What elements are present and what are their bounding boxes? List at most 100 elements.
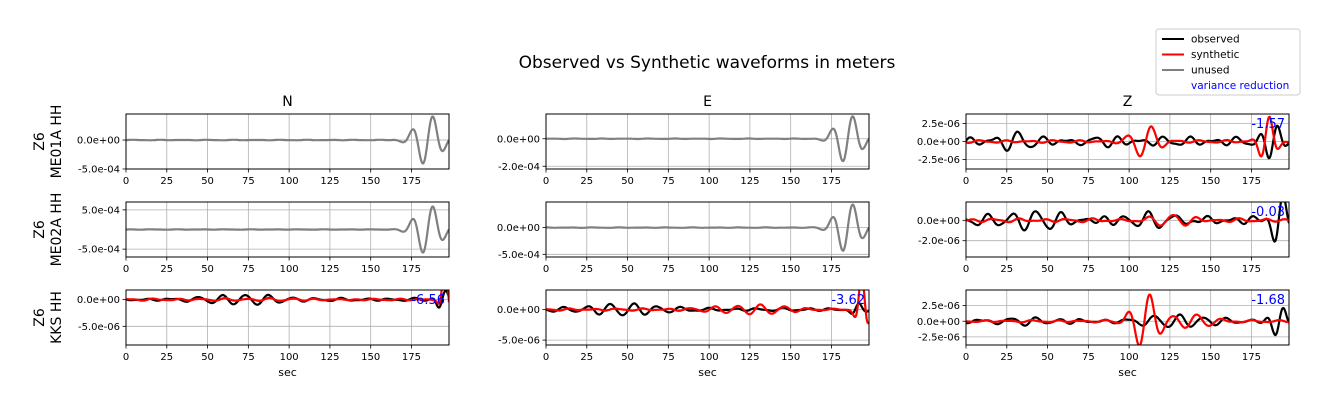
- panel-background: [546, 290, 869, 345]
- panel-background: [126, 114, 449, 169]
- x-tick-label: 175: [822, 176, 841, 187]
- x-tick-label: 100: [1120, 352, 1139, 363]
- synthetic-trace: [546, 290, 869, 325]
- x-tick-label: 75: [1082, 264, 1095, 275]
- y-tick-label: 0.0e+00: [917, 317, 960, 328]
- panel-traces: [126, 205, 449, 254]
- column-title-E: E: [703, 94, 712, 110]
- panel-background: [966, 290, 1289, 345]
- panel-0-0: 0 25 50 75 100 125 150 175 0.0e+00 -5.0e-04 N: [77, 94, 450, 187]
- legend-label-observed: observed: [1191, 34, 1240, 46]
- x-tick-label: 75: [662, 352, 675, 363]
- panel-traces: [966, 202, 1289, 243]
- y-tick-label: 0.0e+00: [77, 136, 120, 147]
- panel-frame: [125, 113, 450, 170]
- x-tick-label: 125: [740, 352, 759, 363]
- x-tick-label: 25: [580, 352, 593, 363]
- station-name-label: KKS HH: [49, 291, 65, 344]
- x-tick-label: 25: [160, 176, 173, 187]
- panel-1-1: 0 25 50 75 100 125 150 175 0.0e+00 -5.0e-04: [497, 201, 870, 275]
- x-tick-label: 50: [201, 264, 214, 275]
- panel-2-2: 0 25 50 75 100 125 150 175 2.5e-06 0.0e+00 -2.5e-0…: [917, 289, 1290, 379]
- panel-2-0: 0 25 50 75 100 125 150 175 0.0e+00 -5.0e-06 -6.56 s…: [77, 289, 450, 379]
- x-tick-label: 100: [1120, 176, 1139, 187]
- synthetic-trace: [966, 293, 1289, 345]
- x-tick-label: 0: [543, 176, 549, 187]
- panel-traces: [126, 290, 449, 309]
- x-tick-label: 175: [822, 264, 841, 275]
- y-tick-label: -5.0e-06: [78, 322, 120, 333]
- unused-trace: [126, 115, 449, 165]
- x-tick-label: 150: [1201, 264, 1220, 275]
- panel-background: [966, 202, 1289, 257]
- x-tick-label: 25: [580, 176, 593, 187]
- y-tick-label: 0.0e+00: [917, 137, 960, 148]
- x-tick-label: 125: [320, 352, 339, 363]
- panel-traces: [126, 115, 449, 165]
- y-tick-label: -2.0e-06: [918, 236, 960, 247]
- panel-frame: [545, 201, 870, 258]
- x-tick-label: 100: [700, 264, 719, 275]
- x-tick-label: 50: [621, 352, 634, 363]
- y-tick-label: -5.0e-04: [498, 250, 540, 261]
- variance-reduction-label: -1.68: [1251, 293, 1285, 308]
- synthetic-trace: [966, 115, 1289, 158]
- x-tick-label: 75: [1082, 352, 1095, 363]
- x-tick-label: 175: [402, 264, 421, 275]
- x-tick-label: 25: [160, 264, 173, 275]
- x-tick-label: 50: [201, 176, 214, 187]
- x-axis-label: sec: [278, 366, 297, 379]
- x-tick-label: 125: [740, 176, 759, 187]
- x-tick-label: 75: [242, 176, 255, 187]
- variance-reduction-label: -6.56: [411, 293, 445, 308]
- x-tick-label: 50: [1041, 352, 1054, 363]
- x-tick-label: 175: [822, 352, 841, 363]
- synthetic-trace: [126, 290, 449, 305]
- x-tick-label: 100: [700, 176, 719, 187]
- station-name-label: ME02A HH: [49, 193, 65, 267]
- x-tick-label: 0: [123, 264, 129, 275]
- y-tick-label: -5.0e-04: [78, 165, 120, 176]
- synthetic-trace: [966, 214, 1289, 227]
- x-tick-label: 150: [361, 176, 380, 187]
- unused-trace: [546, 115, 869, 163]
- x-tick-label: 25: [580, 264, 593, 275]
- x-tick-label: 150: [781, 176, 800, 187]
- x-tick-label: 75: [242, 352, 255, 363]
- y-tick-label: 0.0e+00: [497, 223, 540, 234]
- panel-background: [546, 114, 869, 169]
- unused-trace: [126, 205, 449, 254]
- x-tick-label: 175: [402, 176, 421, 187]
- observed-trace: [966, 124, 1289, 160]
- x-tick-label: 50: [1041, 176, 1054, 187]
- x-tick-label: 150: [361, 264, 380, 275]
- panel-grid: Z6ME01A HH0 25 50 75 100 125 150 1750.0e+00-5.0…: [32, 94, 1290, 379]
- panel-frame: [125, 201, 450, 258]
- x-tick-label: 100: [1120, 264, 1139, 275]
- y-tick-label: -2.0e-04: [498, 162, 540, 173]
- station-network-label: Z6: [32, 132, 48, 151]
- x-axis-label: sec: [698, 366, 717, 379]
- legend-label-variance-reduction: variance reduction: [1191, 80, 1289, 92]
- panel-traces: [546, 115, 869, 163]
- panel-frame: [965, 201, 1290, 258]
- x-tick-label: 175: [1242, 264, 1261, 275]
- x-tick-label: 150: [361, 352, 380, 363]
- x-tick-label: 0: [963, 176, 969, 187]
- station-name-label: ME01A HH: [49, 105, 65, 179]
- x-tick-label: 150: [1201, 176, 1220, 187]
- panel-frame: [125, 289, 450, 346]
- x-tick-label: 25: [1000, 176, 1013, 187]
- station-network-label: Z6: [32, 308, 48, 327]
- y-tick-label: 2.5e-06: [922, 301, 960, 312]
- station-label-0: Z6ME01A HH: [32, 105, 65, 179]
- x-axis-label: sec: [1118, 366, 1137, 379]
- x-tick-label: 100: [280, 264, 299, 275]
- x-tick-label: 175: [1242, 352, 1261, 363]
- y-tick-label: 0.0e+00: [497, 134, 540, 145]
- legend: observed synthetic unused variance reductio…: [1155, 28, 1301, 96]
- x-tick-label: 125: [1160, 176, 1179, 187]
- variance-reduction-label: -1.57: [1251, 117, 1285, 132]
- panel-frame: [545, 289, 870, 346]
